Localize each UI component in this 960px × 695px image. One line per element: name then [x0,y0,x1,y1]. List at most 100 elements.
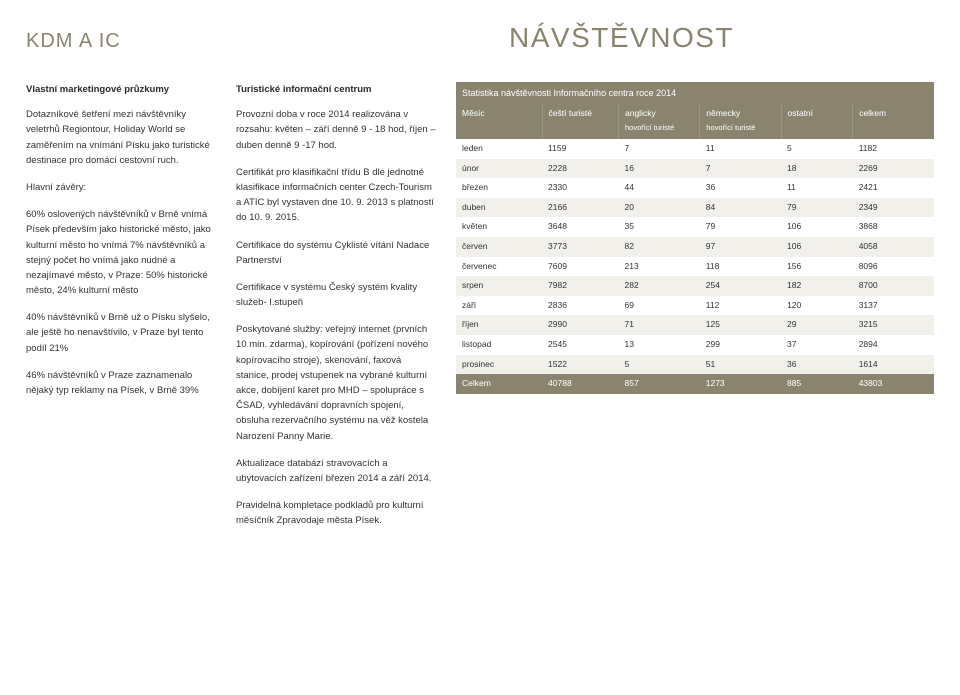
column-left: Vlastní marketingové průzkumy Dotazníkov… [26,82,216,541]
cell-value: 18 [781,159,853,179]
cell-value: 40788 [542,374,618,394]
cell-value: 299 [700,335,781,355]
column-middle: Turistické informační centrum Provozní d… [236,82,436,541]
cell-value: 35 [619,217,700,237]
cell-value: 2990 [542,315,618,335]
cell-value: 1182 [853,139,934,159]
cell-value: 29 [781,315,853,335]
cell-value: 11 [700,139,781,159]
cell-value: 254 [700,276,781,296]
cell-month: leden [456,139,542,159]
table-row: listopad254513299372894 [456,335,934,355]
cell-value: 1273 [700,374,781,394]
cell-value: 20 [619,198,700,218]
cell-month: duben [456,198,542,218]
col1-subhead: Vlastní marketingové průzkumy [26,82,216,97]
cell-value: 5 [781,139,853,159]
col2-p2: Certifikát pro klasifikační třídu B dle … [236,165,436,226]
cell-value: 8700 [853,276,934,296]
cell-value: 3215 [853,315,934,335]
cell-month: Celkem [456,374,542,394]
cell-value: 2349 [853,198,934,218]
cell-value: 2894 [853,335,934,355]
cell-month: červen [456,237,542,257]
table-row: leden115971151182 [456,139,934,159]
cell-month: listopad [456,335,542,355]
cell-month: září [456,296,542,316]
cell-value: 1614 [853,355,934,375]
cell-value: 182 [781,276,853,296]
col-ostatni-label: ostatní [788,108,814,118]
cell-value: 106 [781,237,853,257]
col2-p7: Pravidelná kompletace podkladů pro kultu… [236,498,436,528]
cell-value: 1159 [542,139,618,159]
cell-value: 3648 [542,217,618,237]
table-row: říjen299071125293215 [456,315,934,335]
cell-value: 82 [619,237,700,257]
cell-value: 8096 [853,257,934,277]
cell-value: 120 [781,296,853,316]
col-nemecky-sub: hovořící turisté [706,122,774,134]
cell-value: 7982 [542,276,618,296]
table-row: červen377382971064058 [456,237,934,257]
cell-value: 97 [700,237,781,257]
table-row: květen364835791063868 [456,217,934,237]
col-mesic: Měsíc [456,104,542,139]
header-left-title: KDM A IC [26,30,121,53]
stats-table: Měsíc čeští turisté anglickyhovořící tur… [456,104,934,393]
col-cesti-label: čeští turisté [549,108,592,118]
table-row: březen23304436112421 [456,178,934,198]
content-columns: Vlastní marketingové průzkumy Dotazníkov… [26,82,934,541]
cell-value: 857 [619,374,700,394]
column-right: Statistika návštěvnosti Informačního cen… [456,82,934,541]
stats-header-row: Měsíc čeští turisté anglickyhovořící tur… [456,104,934,139]
cell-value: 112 [700,296,781,316]
cell-value: 1522 [542,355,618,375]
table-row: únor2228167182269 [456,159,934,179]
col-anglicky-sub: hovořící turisté [625,122,693,134]
cell-value: 84 [700,198,781,218]
col1-p1: Dotazníkové šetření mezi návštěvníky vel… [26,107,216,168]
cell-value: 3137 [853,296,934,316]
cell-value: 7609 [542,257,618,277]
col-celkem-label: celkem [859,108,886,118]
cell-value: 43803 [853,374,934,394]
cell-value: 3773 [542,237,618,257]
cell-value: 71 [619,315,700,335]
table-row: září2836691121203137 [456,296,934,316]
cell-value: 79 [700,217,781,237]
header-right-title: NÁVŠTĚVNOST [509,22,734,54]
cell-value: 7 [619,139,700,159]
cell-month: prosinec [456,355,542,375]
cell-value: 79 [781,198,853,218]
cell-value: 44 [619,178,700,198]
col1-p2: Hlavní závěry: [26,180,216,195]
cell-value: 885 [781,374,853,394]
stats-table-wrap: Statistika návštěvnosti Informačního cen… [456,82,934,394]
cell-value: 282 [619,276,700,296]
col2-p3: Certifikace do systému Cyklisté vítání N… [236,238,436,268]
cell-value: 106 [781,217,853,237]
cell-value: 36 [700,178,781,198]
table-row: prosinec1522551361614 [456,355,934,375]
cell-value: 7 [700,159,781,179]
cell-value: 3868 [853,217,934,237]
table-row: duben21662084792349 [456,198,934,218]
cell-value: 156 [781,257,853,277]
cell-month: březen [456,178,542,198]
col-nemecky-label: německy [706,108,740,118]
cell-value: 2421 [853,178,934,198]
col2-p1: Provozní doba v roce 2014 realizována v … [236,107,436,153]
cell-value: 2166 [542,198,618,218]
cell-value: 13 [619,335,700,355]
cell-month: únor [456,159,542,179]
cell-value: 2228 [542,159,618,179]
table-row: Celkem40788857127388543803 [456,374,934,394]
col1-p4: 40% návštěvníků v Brně už o Písku slyšel… [26,310,216,356]
cell-value: 36 [781,355,853,375]
cell-value: 11 [781,178,853,198]
col-mesic-label: Měsíc [462,108,485,118]
cell-value: 2545 [542,335,618,355]
page-header: KDM A IC NÁVŠTĚVNOST [26,22,934,54]
col1-p3: 60% oslovených návštěvníků v Brně vnímá … [26,207,216,298]
